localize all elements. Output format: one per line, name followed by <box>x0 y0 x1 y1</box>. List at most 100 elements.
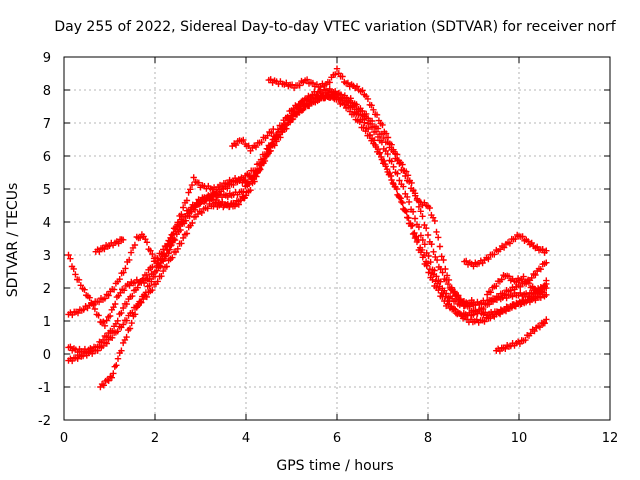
data-point <box>439 269 446 276</box>
x-tick-label: 10 <box>511 431 528 446</box>
data-point <box>543 316 550 323</box>
data-point <box>393 185 400 193</box>
data-point <box>147 247 154 254</box>
data-point <box>399 161 406 168</box>
data-point <box>442 293 449 300</box>
data-point <box>393 151 401 158</box>
data-point <box>522 336 529 344</box>
data-point <box>183 230 191 237</box>
data-point <box>169 254 176 261</box>
data-point <box>100 382 107 389</box>
data-point <box>415 203 423 210</box>
data-point <box>120 321 127 328</box>
data-point <box>100 318 107 325</box>
data-point <box>304 102 311 110</box>
data-point <box>232 141 240 149</box>
data-point <box>344 79 352 87</box>
data-point <box>505 273 513 280</box>
data-point <box>368 117 376 125</box>
data-point <box>74 309 82 317</box>
data-point <box>140 275 147 282</box>
data-point <box>183 197 191 204</box>
data-point <box>534 292 541 300</box>
data-point <box>430 271 437 278</box>
data-point <box>438 253 445 260</box>
data-point <box>431 217 438 225</box>
data-point <box>95 298 103 306</box>
data-point <box>388 141 395 148</box>
data-point <box>409 208 417 215</box>
data-point <box>126 256 133 264</box>
data-point <box>251 178 258 185</box>
data-point <box>185 189 192 196</box>
data-point <box>537 294 544 301</box>
data-point <box>154 278 161 285</box>
data-point <box>197 200 204 207</box>
data-point <box>105 292 112 299</box>
chart-title: Day 255 of 2022, Sidereal Day-to-day VTE… <box>54 19 616 35</box>
data-point <box>245 142 252 149</box>
series-track-j <box>493 316 550 355</box>
data-point <box>534 243 541 250</box>
data-point <box>543 291 550 298</box>
data-point <box>300 99 307 107</box>
data-point <box>435 234 442 241</box>
data-point <box>525 280 533 287</box>
data-point <box>495 294 502 301</box>
data-point <box>362 128 369 135</box>
data-point <box>403 168 410 175</box>
data-point <box>383 166 391 173</box>
data-point <box>137 234 144 241</box>
data-point <box>491 251 498 258</box>
data-point <box>496 310 504 318</box>
data-point <box>105 377 112 384</box>
data-point <box>219 198 226 206</box>
data-point <box>128 319 135 327</box>
data-point <box>272 131 280 139</box>
data-point <box>317 83 324 91</box>
data-point <box>166 246 173 253</box>
data-point <box>114 328 121 335</box>
data-point <box>123 300 130 308</box>
data-point <box>425 252 432 260</box>
data-point <box>440 256 447 264</box>
data-point <box>89 300 97 308</box>
data-point <box>389 179 397 187</box>
y-tick-label: 4 <box>43 216 51 231</box>
data-point <box>470 299 477 306</box>
data-point <box>387 172 395 180</box>
data-point <box>448 284 455 291</box>
data-point <box>267 76 274 83</box>
data-point <box>430 248 437 255</box>
data-point <box>326 85 333 93</box>
data-point <box>418 246 426 254</box>
data-point <box>531 327 538 335</box>
data-point <box>67 255 74 262</box>
data-point <box>252 143 260 151</box>
data-point <box>268 140 276 147</box>
data-point <box>384 134 392 141</box>
data-point <box>421 241 428 248</box>
data-point <box>400 183 407 190</box>
data-point <box>101 295 109 302</box>
data-point <box>359 87 366 94</box>
data-point <box>481 318 488 325</box>
data-point <box>262 153 270 160</box>
data-point <box>110 286 118 293</box>
data-point <box>160 267 167 275</box>
data-point <box>133 304 140 311</box>
data-point <box>218 183 226 191</box>
data-point <box>74 355 81 362</box>
data-point <box>436 243 444 250</box>
data-point <box>158 273 165 280</box>
data-point <box>452 306 459 313</box>
data-point <box>390 163 397 170</box>
data-point <box>244 178 252 185</box>
data-point <box>163 263 170 270</box>
data-point <box>487 289 494 296</box>
y-tick-label: 1 <box>43 315 51 330</box>
data-point <box>424 260 432 267</box>
data-point <box>96 248 103 255</box>
data-point <box>290 105 297 113</box>
data-point <box>424 231 432 239</box>
